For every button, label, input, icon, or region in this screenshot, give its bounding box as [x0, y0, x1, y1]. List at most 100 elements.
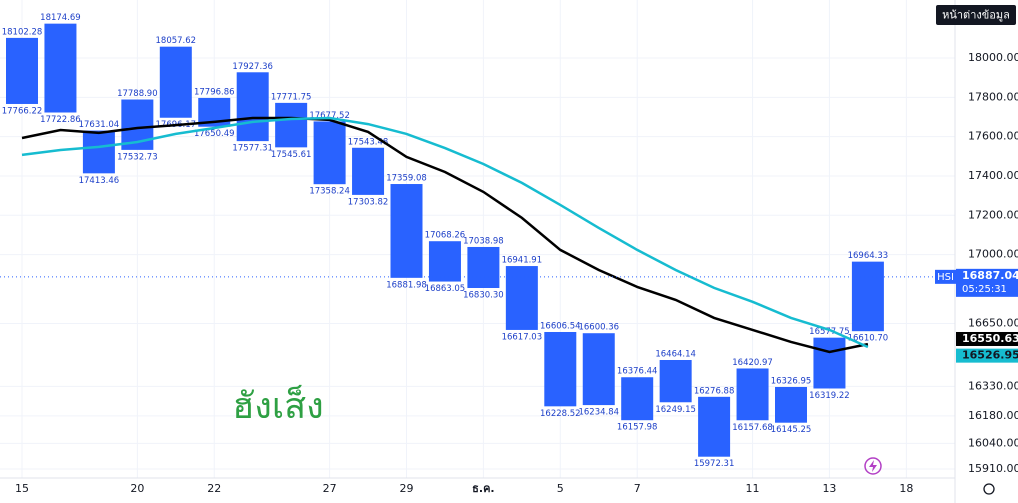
box-top-label: 16941.91	[502, 256, 543, 266]
line-value-label: 16526.95	[962, 349, 1018, 362]
box-top-label: 17359.08	[386, 174, 427, 184]
box-bottom-label: 17577.31	[232, 144, 273, 154]
box-top-label: 16326.95	[771, 376, 812, 386]
box	[428, 241, 461, 282]
y-tick-label: 16330.00	[968, 379, 1018, 392]
box-bottom-label: 17532.73	[117, 152, 158, 162]
box-top-label: 16464.14	[655, 349, 696, 359]
box-top-label: 17068.26	[425, 231, 466, 241]
box-bottom-label: 16145.25	[771, 425, 812, 435]
box	[313, 121, 346, 185]
box	[390, 184, 423, 278]
box-bottom-label: 17722.86	[40, 115, 81, 125]
box	[159, 46, 192, 118]
box-top-label: 17631.04	[79, 120, 120, 130]
box-bottom-label: 17303.82	[348, 197, 389, 207]
watermark: ฮังเส็ง	[232, 383, 323, 427]
box-bottom-label: 16617.03	[502, 332, 543, 342]
symbol-label: HSI	[937, 272, 954, 283]
box	[44, 23, 77, 113]
box-top-label: 18057.62	[156, 36, 197, 46]
x-tick-label: 11	[746, 482, 760, 495]
countdown-label: 05:25:31	[962, 284, 1007, 295]
x-tick-label: ธ.ค.	[472, 482, 494, 495]
line-value-badge	[956, 348, 1018, 363]
box-bottom-label: 16228.52	[540, 409, 581, 419]
box	[544, 331, 577, 407]
box	[621, 377, 654, 421]
box-bottom-label: 15972.31	[694, 459, 735, 469]
box	[352, 147, 385, 195]
y-tick-label: 17800.00	[968, 90, 1018, 103]
settings-icon[interactable]	[983, 483, 995, 495]
x-tick-label: 5	[557, 482, 564, 495]
box-bottom-label: 16863.05	[425, 284, 466, 294]
symbol-badge	[935, 269, 956, 284]
x-tick-label: 13	[822, 482, 836, 495]
box-bottom-label: 16830.30	[463, 290, 504, 300]
box-bottom-label: 16157.98	[617, 423, 658, 433]
x-tick-label: 22	[207, 482, 221, 495]
box-bottom-label: 16157.68	[732, 423, 773, 433]
box-top-label: 17543.48	[348, 137, 389, 147]
line-value-badge	[956, 331, 1018, 346]
line-value-label: 16550.63	[962, 332, 1018, 345]
box	[775, 386, 807, 423]
data-window-label[interactable]: หน้าต่างข้อมูล	[942, 9, 1010, 22]
price-label: 16887.04	[962, 269, 1018, 282]
y-tick-label: 17200.00	[968, 208, 1018, 221]
box-top-label: 16964.33	[848, 251, 889, 261]
moving-average-line	[21, 116, 869, 349]
x-tick-label: 15	[15, 482, 29, 495]
box	[813, 337, 846, 389]
y-tick-label: 17600.00	[968, 130, 1018, 143]
box-top-label: 17771.75	[271, 92, 312, 102]
y-tick-label: 15910.00	[968, 462, 1018, 475]
box	[6, 37, 38, 104]
box-top-label: 17677.52	[309, 111, 350, 121]
box-bottom-label: 17650.49	[194, 129, 235, 139]
box	[275, 102, 308, 148]
box	[851, 261, 884, 332]
box	[698, 396, 731, 457]
box	[582, 333, 615, 406]
data-window-button[interactable]	[936, 5, 1016, 25]
plot: 18102.28 17766.22 18174.69 17722.8617631.04…	[2, 13, 888, 469]
box-top-label: 16606.54	[540, 321, 581, 331]
alert-icon	[869, 460, 877, 472]
moving-average-line	[21, 116, 869, 354]
box	[467, 246, 500, 288]
y-tick-label: 16040.00	[968, 436, 1018, 449]
box	[736, 368, 769, 421]
box-top-label: 18174.69	[40, 13, 81, 23]
x-tick-label: 18	[899, 482, 913, 495]
box-bottom-label: 17766.22	[2, 106, 43, 116]
box-bottom-label: 16319.22	[809, 391, 850, 401]
box-top-label: 17796.86	[194, 87, 235, 97]
box	[82, 130, 115, 174]
box-bottom-label: 16234.84	[578, 408, 619, 418]
box-bottom-label: 16249.15	[655, 405, 696, 415]
box	[505, 266, 538, 330]
x-tick-label: 27	[323, 482, 337, 495]
box-top-label: 16376.44	[617, 367, 658, 377]
box-bottom-label: 17413.46	[79, 176, 120, 186]
y-tick-label: 18000.00	[968, 51, 1018, 64]
y-tick-label: 16650.00	[968, 316, 1018, 329]
x-tick-label: 20	[130, 482, 144, 495]
box-top-label: 16276.88	[694, 386, 735, 396]
alert-icon[interactable]	[864, 457, 882, 475]
x-tick-label: 7	[634, 482, 641, 495]
box	[659, 359, 692, 403]
y-tick-label: 17000.00	[968, 248, 1018, 261]
price-badge	[956, 268, 1018, 297]
box-bottom-label: 17358.24	[309, 187, 350, 197]
y-tick-label: 16180.00	[968, 409, 1018, 422]
box-bottom-label: 16881.98	[386, 280, 427, 290]
box-bottom-label: 16610.70	[848, 334, 889, 344]
box	[236, 72, 269, 142]
box-top-label: 16577.75	[809, 327, 850, 337]
x-tick-label: 29	[400, 482, 414, 495]
box-top-label: 17788.90	[117, 89, 158, 99]
